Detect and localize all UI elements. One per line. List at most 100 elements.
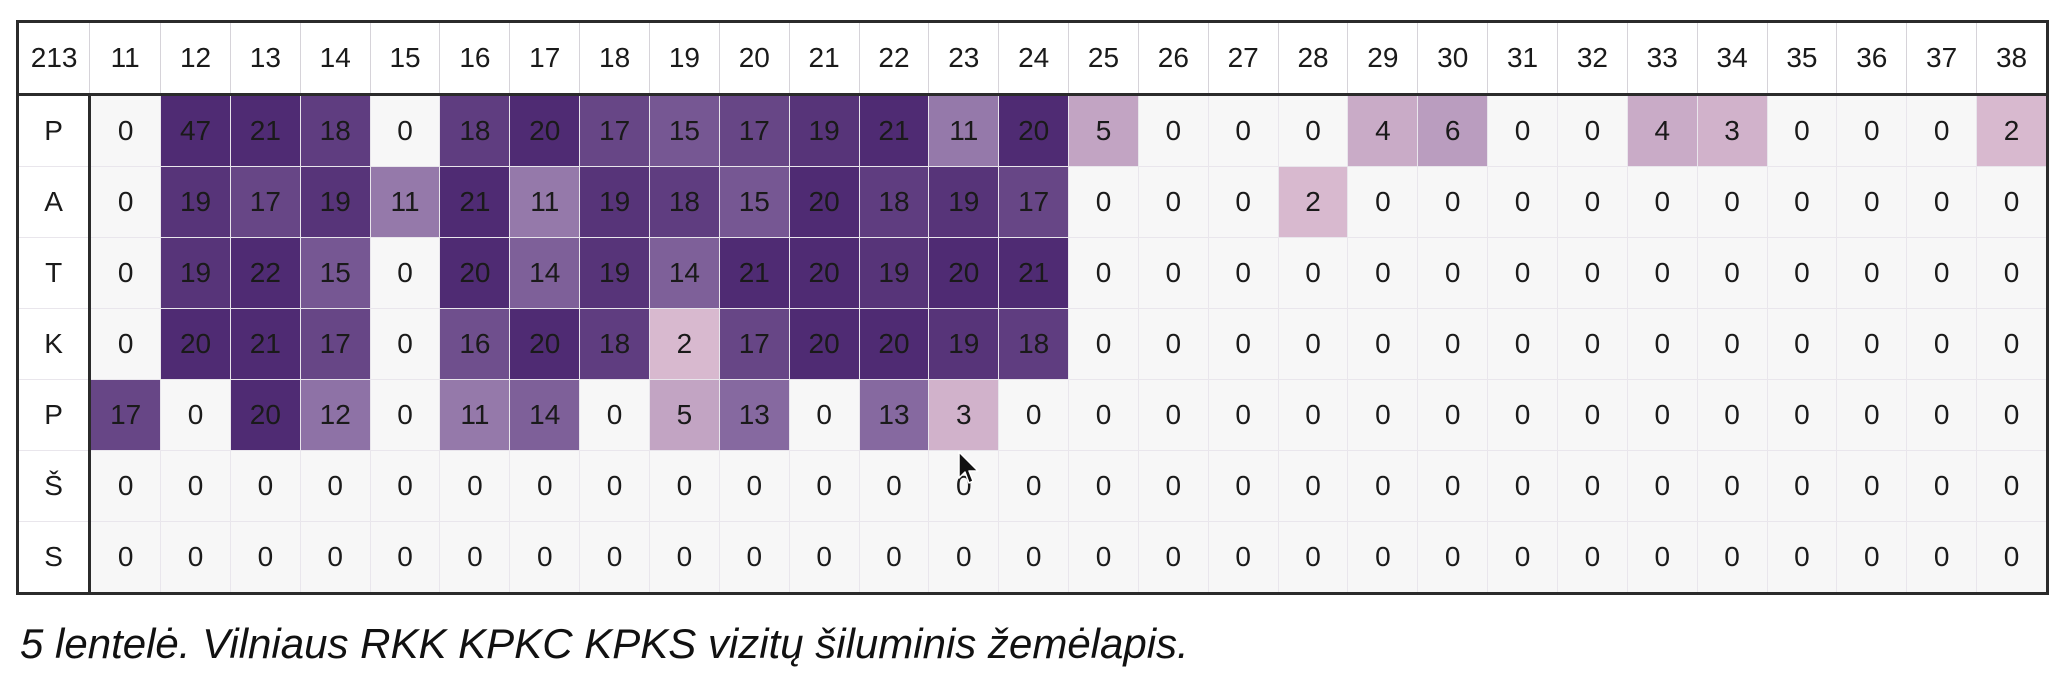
column-header-26: 26 xyxy=(1137,21,1209,96)
heatmap-cell: 21 xyxy=(858,94,930,167)
heatmap-cell: 13 xyxy=(718,379,790,451)
heatmap-cell: 17 xyxy=(718,94,790,167)
heatmap-cell: 0 xyxy=(1556,166,1628,238)
heatmap-cell: 0 xyxy=(788,379,860,451)
heatmap-cell: 0 xyxy=(1207,94,1279,167)
heatmap-cell: 0 xyxy=(1137,237,1209,309)
table-caption: 5 lentelė. Vilniaus RKK KPKC KPKS vizitų… xyxy=(20,620,1189,667)
heatmap-cell: 0 xyxy=(1137,166,1209,238)
heatmap-cell: 0 xyxy=(1556,94,1628,167)
row-label: A xyxy=(17,166,92,238)
heatmap-cell: 0 xyxy=(1487,237,1558,309)
heatmap-cell: 17 xyxy=(998,166,1070,238)
heatmap-cell: 0 xyxy=(1766,450,1838,522)
heatmap-cell: 18 xyxy=(998,308,1070,380)
heatmap-cell: 0 xyxy=(1976,237,2048,309)
heatmap-cell: 17 xyxy=(579,94,651,167)
heatmap-cell: 0 xyxy=(1137,379,1209,451)
heatmap-cell: 18 xyxy=(579,308,651,380)
heatmap-cell: 0 xyxy=(858,450,930,522)
heatmap-cell: 0 xyxy=(369,379,441,451)
heatmap-cell: 21 xyxy=(229,94,301,167)
heatmap-cell: 0 xyxy=(1766,94,1838,167)
column-header-16: 16 xyxy=(439,21,511,96)
heatmap-cell: 0 xyxy=(579,450,651,522)
heatmap-cell: 19 xyxy=(160,237,231,309)
heatmap-cell: 0 xyxy=(89,166,162,238)
heatmap-cell: 20 xyxy=(858,308,930,380)
table-row: K 0 20 21 17 0 16 20 18 2 17 20 20 19 18 0 0 0 0 0 0 0 0 0 0 0 0 0 0 xyxy=(17,308,2048,380)
heatmap-cell: 20 xyxy=(160,308,231,380)
heatmap-cell: 0 xyxy=(229,521,301,594)
column-header-24: 24 xyxy=(998,21,1070,96)
heatmap-cell: 0 xyxy=(1906,308,1978,380)
heatmap-cell: 0 xyxy=(1137,308,1209,380)
heatmap-cell: 0 xyxy=(1277,308,1349,380)
heatmap-cell: 5 xyxy=(649,379,720,451)
heatmap-cell: 15 xyxy=(299,237,371,309)
heatmap-cell: 3 xyxy=(1696,94,1768,167)
column-header-21: 21 xyxy=(788,21,860,96)
column-header-32: 32 xyxy=(1556,21,1628,96)
heatmap-cell: 0 xyxy=(89,308,162,380)
heatmap-cell: 0 xyxy=(369,237,441,309)
heatmap-cell: 14 xyxy=(509,237,581,309)
heatmap-cell: 0 xyxy=(299,521,371,594)
heatmap-cell: 0 xyxy=(1906,379,1978,451)
heatmap-cell: 0 xyxy=(928,521,1000,594)
row-label: P xyxy=(17,379,92,451)
table-row: T 0 19 22 15 0 20 14 19 14 21 20 19 20 21 0 0 0 0 0 0 0 0 0 0 0 0 0… xyxy=(17,237,2048,309)
heatmap-cell: 0 xyxy=(998,450,1070,522)
heatmap-cell: 0 xyxy=(1487,521,1558,594)
heatmap-cell: 0 xyxy=(1068,237,1139,309)
heatmap-cell: 20 xyxy=(788,237,860,309)
heatmap-cell: 0 xyxy=(160,379,231,451)
heatmap-cell: 0 xyxy=(369,521,441,594)
heatmap-cell: 19 xyxy=(858,237,930,309)
heatmap-cell: 0 xyxy=(1556,308,1628,380)
column-header-12: 12 xyxy=(160,21,231,96)
heatmap-cell: 0 xyxy=(1137,450,1209,522)
heatmap-cell: 15 xyxy=(649,94,720,167)
heatmap-cell: 17 xyxy=(229,166,301,238)
heatmap-cell: 0 xyxy=(1487,94,1558,167)
row-label: Š xyxy=(17,450,92,522)
heatmap-cell: 0 xyxy=(1906,450,1978,522)
heatmap-cell: 0 xyxy=(229,450,301,522)
heatmap-cell: 17 xyxy=(718,308,790,380)
heatmap-cell: 0 xyxy=(1068,450,1139,522)
heatmap-cell: 22 xyxy=(229,237,301,309)
column-header-25: 25 xyxy=(1068,21,1139,96)
heatmap-cell: 0 xyxy=(1696,166,1768,238)
heatmap-cell: 0 xyxy=(1207,379,1279,451)
heatmap-cell: 2 xyxy=(649,308,720,380)
heatmap-cell: 0 xyxy=(1068,521,1139,594)
heatmap-cell: 2 xyxy=(1277,166,1349,238)
heatmap-cell: 12 xyxy=(299,379,371,451)
heatmap-cell: 0 xyxy=(1906,94,1978,167)
heatmap-cell: 0 xyxy=(1766,166,1838,238)
column-header-11: 11 xyxy=(89,21,162,96)
row-label: K xyxy=(17,308,92,380)
heatmap-cell: 20 xyxy=(509,308,581,380)
heatmap-cell: 0 xyxy=(998,379,1070,451)
heatmap-cell: 0 xyxy=(509,450,581,522)
heatmap-cell: 0 xyxy=(788,521,860,594)
heatmap-cell: 0 xyxy=(509,521,581,594)
heatmap-cell: 0 xyxy=(1068,308,1139,380)
heatmap-cell: 18 xyxy=(299,94,371,167)
heatmap-cell: 0 xyxy=(998,521,1070,594)
table-row: A 0 19 17 19 11 21 11 19 18 15 20 18 19 17 0 0 0 2 0 0 0 0 0 0 0 0… xyxy=(17,166,2048,238)
heatmap-cell: 0 xyxy=(1976,379,2048,451)
heatmap-cell: 0 xyxy=(1836,166,1908,238)
column-header-row: 213 11 12 13 14 15 16 17 18 19 20 21 22 23 24 25 26 27 28… xyxy=(16,21,2048,96)
heatmap-body: P 0 47 21 18 0 18 20 17 15 17 19 21 11 20 5 0 0 0 4 6 0 0 4 3 0 0 0… xyxy=(17,94,2048,594)
heatmap-cell: 20 xyxy=(788,308,860,380)
column-header-14: 14 xyxy=(299,21,371,96)
heatmap-cell: 20 xyxy=(928,237,1000,309)
heatmap-cell: 0 xyxy=(1556,521,1628,594)
heatmap-cell: 0 xyxy=(1766,308,1838,380)
column-header-31: 31 xyxy=(1487,21,1558,96)
heatmap-cell: 0 xyxy=(1487,450,1558,522)
